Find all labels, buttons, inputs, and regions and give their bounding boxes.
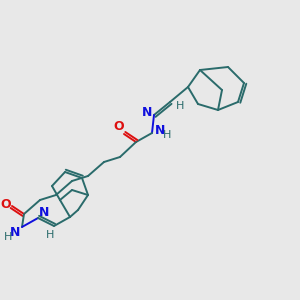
Text: O: O (114, 121, 124, 134)
Text: H: H (4, 232, 12, 242)
Text: H: H (46, 230, 54, 240)
Text: N: N (10, 226, 20, 239)
Text: N: N (39, 206, 49, 218)
Text: O: O (1, 197, 11, 211)
Text: N: N (142, 106, 152, 119)
Text: H: H (163, 130, 171, 140)
Text: N: N (155, 124, 165, 137)
Text: H: H (176, 101, 184, 111)
